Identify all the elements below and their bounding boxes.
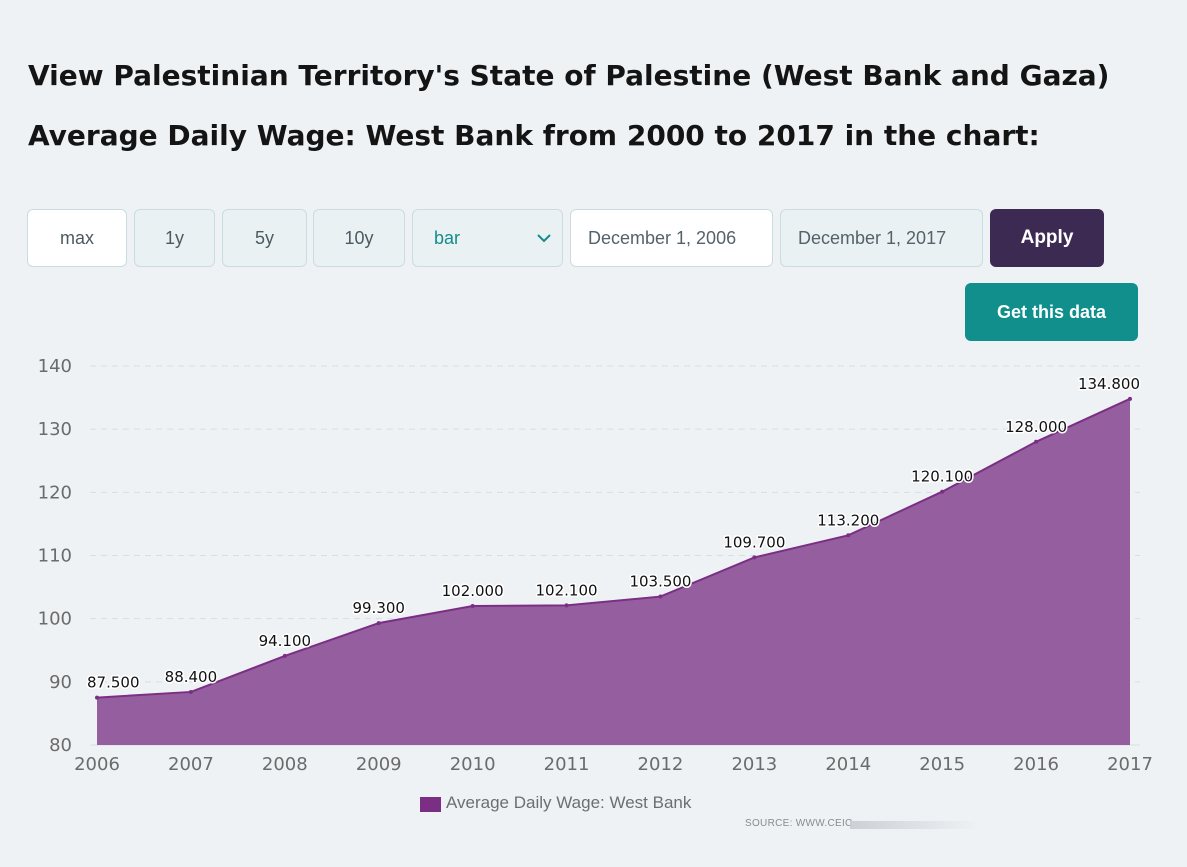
chart-type-value: bar [434,227,461,248]
data-label: 99.300 [352,599,405,617]
get-data-button[interactable]: Get this data [965,283,1138,341]
data-label: 103.500 [629,573,691,591]
y-tick-label: 120 [38,482,72,503]
y-tick-label: 80 [49,735,72,756]
data-label: 102.000 [442,582,504,600]
range-5y-button[interactable]: 5y [222,209,307,267]
data-point[interactable] [95,695,99,700]
data-point[interactable] [376,621,381,626]
y-tick-label: 110 [38,546,72,567]
data-point[interactable] [940,489,945,494]
y-tick-label: 100 [38,609,72,630]
chevron-down-icon [537,234,551,243]
data-point[interactable] [658,594,663,599]
y-tick-label: 140 [38,356,72,377]
data-point[interactable] [470,604,475,609]
end-date-input[interactable]: December 1, 2017 [780,209,983,267]
data-point[interactable] [282,653,287,658]
data-label: 109.700 [723,533,785,551]
data-label: 120.100 [911,468,973,486]
data-point[interactable] [846,533,851,538]
range-10y-button[interactable]: 10y [313,209,405,267]
x-tick-label: 2011 [544,754,590,775]
x-tick-label: 2016 [1013,754,1059,775]
data-point[interactable] [1034,439,1039,444]
source-credit: SOURCE: WWW.CEIC [745,818,853,829]
data-point[interactable] [188,689,193,694]
x-tick-label: 2013 [731,754,777,775]
data-label: 102.100 [536,581,598,599]
x-tick-label: 2017 [1107,754,1153,775]
range-1y-button[interactable]: 1y [134,209,215,267]
x-tick-label: 2014 [825,754,871,775]
legend-label[interactable]: Average Daily Wage: West Bank [446,793,692,812]
x-tick-label: 2012 [638,754,684,775]
x-tick-label: 2006 [74,754,120,775]
legend-swatch[interactable] [420,797,441,812]
start-date-input[interactable]: December 1, 2006 [570,209,773,267]
data-label: 128.000 [1005,418,1067,436]
data-label: 113.200 [817,511,879,529]
data-label: 88.400 [165,668,218,686]
data-label: 94.100 [259,632,312,650]
chart-type-select[interactable]: bar [412,209,563,267]
y-tick-label: 130 [38,419,72,440]
data-label: 87.500 [87,674,140,692]
apply-button[interactable]: Apply [990,209,1104,267]
page-title: View Palestinian Territory's State of Pa… [28,59,1110,152]
x-tick-label: 2009 [356,754,402,775]
data-point[interactable] [1128,396,1132,401]
data-point[interactable] [752,555,757,560]
range-max-button[interactable]: max [27,209,127,267]
x-tick-label: 2015 [919,754,965,775]
series-line [96,397,1131,699]
y-tick-label: 90 [49,672,72,693]
data-point[interactable] [564,603,569,608]
x-tick-label: 2010 [450,754,496,775]
data-label: 134.800 [1078,375,1140,393]
x-tick-label: 2008 [262,754,308,775]
series-area[interactable] [97,398,1130,745]
x-tick-label: 2007 [168,754,214,775]
source-fade [850,821,980,829]
